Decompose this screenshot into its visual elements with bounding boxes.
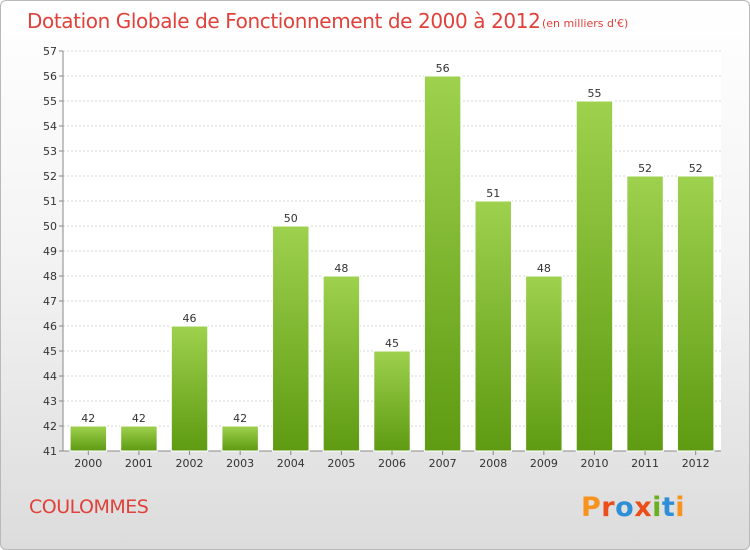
data-label-2000: 42 <box>81 412 95 425</box>
bar-2012[interactable] <box>676 175 715 452</box>
y-tick-label: 47 <box>43 295 57 308</box>
bar-2008[interactable] <box>474 200 512 452</box>
data-label-2004: 50 <box>284 212 298 225</box>
y-tick-label: 42 <box>43 420 57 433</box>
data-label-2002: 46 <box>183 312 197 325</box>
bar-2000[interactable] <box>69 425 108 452</box>
x-tick-label-2003: 2003 <box>226 457 254 470</box>
data-label-2010: 55 <box>587 87 601 100</box>
y-tick-label: 43 <box>43 395 57 408</box>
y-tick-label: 51 <box>43 195 57 208</box>
bar-2009[interactable] <box>525 275 563 452</box>
x-tick-label-2005: 2005 <box>327 457 355 470</box>
bar-2010[interactable] <box>575 100 614 452</box>
bar-2001[interactable] <box>120 425 158 452</box>
data-label-2007: 56 <box>436 62 450 75</box>
bar-2006[interactable] <box>373 350 411 452</box>
bar-2007[interactable] <box>423 75 462 452</box>
logo-letter: i <box>675 491 686 523</box>
y-tick-label: 50 <box>43 220 57 233</box>
bar-2002[interactable] <box>170 325 209 452</box>
y-tick-label: 54 <box>43 120 57 133</box>
logo-letter: i <box>652 491 662 523</box>
chart-subtitle: (en milliers d'€) <box>542 17 629 30</box>
y-tick-label: 56 <box>43 70 57 83</box>
y-tick-label: 55 <box>43 95 57 108</box>
data-label-2011: 52 <box>638 162 652 175</box>
data-label-2012: 52 <box>689 162 703 175</box>
bar-2011[interactable] <box>626 175 664 452</box>
chart-title: Dotation Globale de Fonctionnement de 20… <box>27 9 541 33</box>
x-tick-label-2006: 2006 <box>378 457 406 470</box>
y-tick-label: 57 <box>43 45 57 58</box>
logo-letter: o <box>615 491 635 523</box>
y-tick-label: 45 <box>43 345 57 358</box>
bar-2003[interactable] <box>221 425 259 452</box>
logo-letter: P <box>581 491 602 523</box>
data-label-2009: 48 <box>537 262 551 275</box>
data-label-2003: 42 <box>233 412 247 425</box>
data-label-2006: 45 <box>385 337 399 350</box>
data-label-2001: 42 <box>132 412 146 425</box>
y-tick-label: 49 <box>43 245 57 258</box>
x-tick-label-2011: 2011 <box>631 457 659 470</box>
bar-2004[interactable] <box>272 225 310 452</box>
logo-letter: t <box>661 491 676 523</box>
y-tick-label: 44 <box>43 370 57 383</box>
x-tick-label-2012: 2012 <box>682 457 710 470</box>
commune-name: COULOMMES <box>29 496 149 518</box>
x-tick-label-2007: 2007 <box>429 457 457 470</box>
y-tick-label: 46 <box>43 320 57 333</box>
data-label-2005: 48 <box>334 262 348 275</box>
bar-2005[interactable] <box>322 275 361 452</box>
x-tick-label-2004: 2004 <box>277 457 305 470</box>
x-tick-label-2001: 2001 <box>125 457 153 470</box>
logo-letter: x <box>634 491 653 523</box>
x-tick-label-2010: 2010 <box>580 457 608 470</box>
x-tick-label-2008: 2008 <box>479 457 507 470</box>
x-tick-label-2009: 2009 <box>530 457 558 470</box>
y-tick-label: 52 <box>43 170 57 183</box>
y-tick-label: 41 <box>43 445 57 458</box>
x-tick-label-2002: 2002 <box>176 457 204 470</box>
logo-letter: r <box>601 491 616 523</box>
x-tick-label-2000: 2000 <box>74 457 102 470</box>
y-tick-label: 48 <box>43 270 57 283</box>
y-tick-label: 53 <box>43 145 57 158</box>
data-label-2008: 51 <box>486 187 500 200</box>
